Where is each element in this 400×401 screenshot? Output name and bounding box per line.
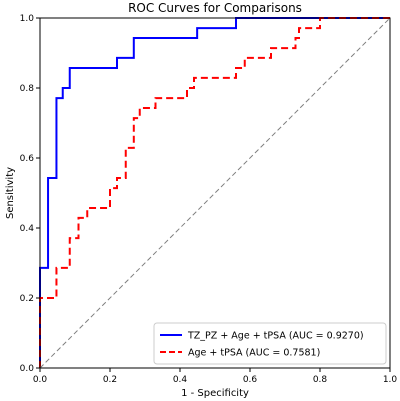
x-axis-label: 1 - Specificity	[181, 388, 249, 399]
y-axis-label: Sensitivity	[5, 167, 16, 219]
y-tick-label: 0.6	[20, 154, 35, 164]
x-tick-label: 1.0	[383, 375, 398, 385]
y-tick-label: 0.2	[20, 294, 34, 304]
legend-box	[153, 322, 387, 365]
series-line-2	[39, 17, 390, 368]
y-tick-label: 0.8	[20, 84, 35, 94]
x-tick-label: 0.6	[243, 375, 258, 385]
plot-frame	[39, 17, 391, 369]
legend: TZ_PZ + Age + tPSA (AUC = 0.9270) Age + t…	[153, 322, 387, 365]
x-tick-label: 0.0	[33, 375, 48, 385]
x-tick-label: 0.8	[313, 375, 328, 385]
chart-title: ROC Curves for Comparisons	[128, 1, 302, 15]
y-tick-label: 0.4	[20, 224, 35, 234]
x-tick-label: 0.2	[103, 375, 117, 385]
plot-area: 0.0 0.2 0.4 0.6 0.8 1.0 0.0 0.2 0.4 0.6 0.8 1.0 TZ_P…	[20, 14, 398, 385]
x-tick-label: 0.4	[173, 375, 188, 385]
series-line-1	[39, 17, 390, 368]
y-tick-label: 1.0	[20, 14, 35, 24]
legend-label-1: TZ_PZ + Age + tPSA (AUC = 0.9270)	[187, 331, 364, 342]
chance-line	[39, 17, 391, 369]
y-tick-label: 0.0	[20, 364, 35, 374]
legend-label-2: Age + tPSA (AUC = 0.7581)	[188, 348, 320, 359]
